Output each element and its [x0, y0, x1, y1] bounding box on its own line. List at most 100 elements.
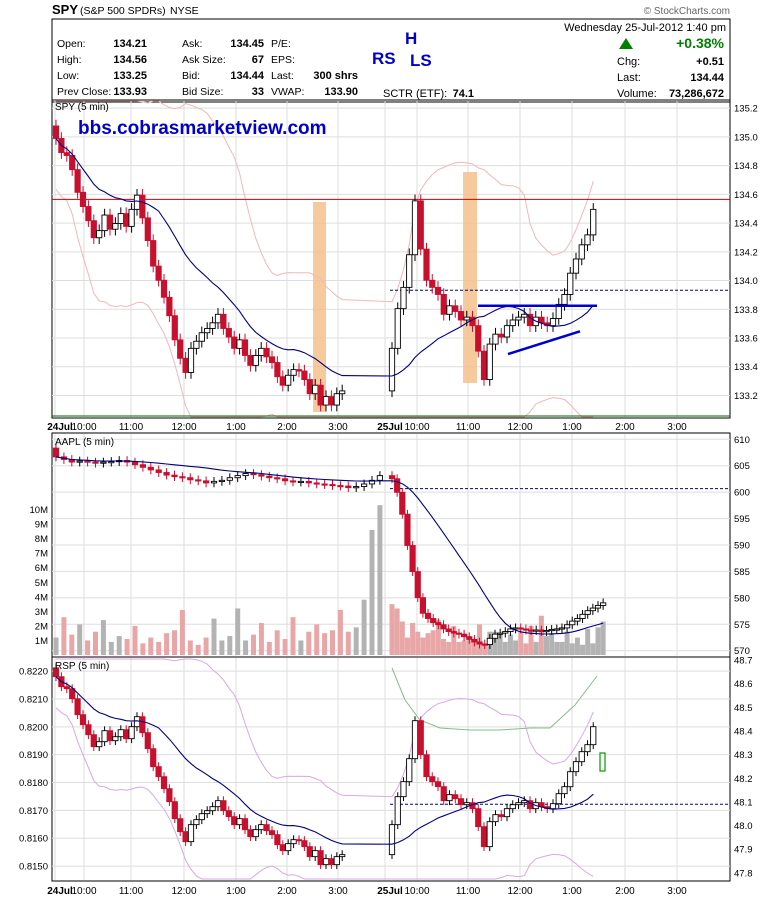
x-tick-label: 1:00 [562, 886, 582, 897]
volume-bar [410, 623, 416, 655]
x-tick-label: 10:00 [404, 886, 429, 897]
aapl-candle [345, 485, 352, 489]
aapl-candle [187, 477, 194, 481]
spy-candle [388, 347, 396, 392]
aapl-tick-label: 600 [734, 488, 750, 499]
aapl-tick-label: 590 [734, 541, 750, 552]
spy-candle [417, 200, 424, 250]
spy-candle [123, 213, 130, 227]
rsp-candle [123, 729, 130, 740]
volume-bar [290, 617, 296, 655]
rsp-candle [279, 844, 286, 852]
spy-candle [85, 206, 92, 222]
spy-candle [440, 294, 447, 315]
rsp-candle [457, 798, 465, 806]
aapl-candle [210, 480, 218, 484]
aapl-candle [274, 477, 281, 480]
rsp-candle [187, 824, 195, 843]
spy-candle [317, 384, 324, 406]
volume-bar [559, 641, 565, 655]
aapl-tick-label: 605 [734, 461, 750, 472]
aapl-tick-label: 595 [734, 514, 750, 525]
rsp-candle [452, 794, 459, 800]
spy-candle [225, 328, 232, 338]
volume-bar [345, 631, 351, 655]
volume-bar [179, 609, 185, 655]
rsp-candle [509, 804, 516, 810]
annotation-h: H [405, 29, 417, 48]
spy-candle [106, 214, 114, 230]
aapl-candle [289, 480, 297, 483]
spy-candle [561, 294, 568, 305]
x-tick-label: 2:00 [277, 422, 297, 433]
rsp-candle [220, 800, 227, 812]
spy-candle [258, 347, 265, 356]
field-label: Prev Close: [57, 86, 111, 98]
volume-bar [156, 641, 162, 655]
rsp-candle [400, 781, 407, 798]
volume-bar [306, 631, 312, 655]
volume-bar [282, 639, 288, 655]
rsp-candle [274, 834, 281, 846]
x-tick-label: 2:00 [615, 886, 635, 897]
aapl-candle [337, 485, 344, 488]
rsp-candle [198, 813, 205, 821]
aapl-candle [202, 480, 210, 484]
header: SPY (S&P 500 SPDRs) NYSE © StockCharts.c… [51, 2, 731, 103]
aapl-candle [92, 461, 99, 464]
spy-candle [112, 223, 119, 230]
spy-candle [101, 214, 108, 232]
aapl-candle [564, 624, 571, 629]
price-tick-label: 135.0 [734, 132, 758, 143]
aapl-candle [455, 632, 463, 635]
volume-bar [140, 643, 146, 655]
rsp-right-tick-label: 48.4 [734, 726, 753, 737]
spy-candle [285, 374, 292, 386]
aapl-candle [226, 477, 233, 481]
aapl-candle [195, 479, 202, 482]
copyright: © StockCharts.com [644, 6, 730, 17]
rsp-left-tick-label: 0.8160 [19, 834, 48, 845]
price-tick-label: 134.6 [734, 190, 758, 201]
aapl-panel-label: AAPL (5 min) [55, 437, 114, 448]
aapl-candle [313, 482, 320, 485]
volume-bar [132, 625, 138, 655]
volume-bar [53, 637, 59, 655]
aapl-candle [258, 474, 265, 477]
rsp-left-tick-label: 0.8200 [19, 722, 48, 733]
spy-candle [144, 217, 151, 242]
volume-bar [461, 640, 467, 655]
rsp-panel: 0.8220 0.8210 0.8200 0.8190 0.8180 0.8170 0.81… [19, 656, 753, 898]
volume-tick-label: 10M [30, 505, 49, 516]
x-tick-label: 3:00 [328, 422, 348, 433]
spy-candle [268, 356, 276, 363]
highlight-bar [463, 172, 477, 383]
spy-candle [457, 311, 465, 321]
volume-bar [585, 628, 591, 655]
volume-bar [389, 604, 395, 655]
volume-bar [251, 634, 256, 655]
volume-bar [172, 630, 177, 655]
rsp-candle [128, 726, 135, 740]
volume-bar [298, 640, 304, 655]
aapl-candle [522, 628, 530, 631]
spy-candle [193, 340, 200, 349]
rsp-candle [117, 729, 124, 738]
aapl-candle [527, 629, 535, 632]
rsp-candle [166, 788, 173, 803]
rsp-candle [177, 818, 184, 833]
spy-candle [166, 296, 173, 317]
price-panel-frame [51, 99, 731, 419]
rsp-candle [285, 843, 292, 852]
spy-candle [406, 254, 413, 288]
rsp-candle [317, 850, 324, 866]
spy-candle [74, 169, 81, 193]
volume-tick-label: 3M [35, 607, 48, 618]
aapl-candle [147, 466, 154, 471]
spy-candle [584, 234, 591, 246]
rsp-candle [252, 829, 259, 838]
volume-bar [425, 633, 431, 655]
rsp-candle [79, 714, 87, 726]
chg-value: +0.51 [696, 56, 724, 68]
aapl-candle [353, 486, 360, 489]
